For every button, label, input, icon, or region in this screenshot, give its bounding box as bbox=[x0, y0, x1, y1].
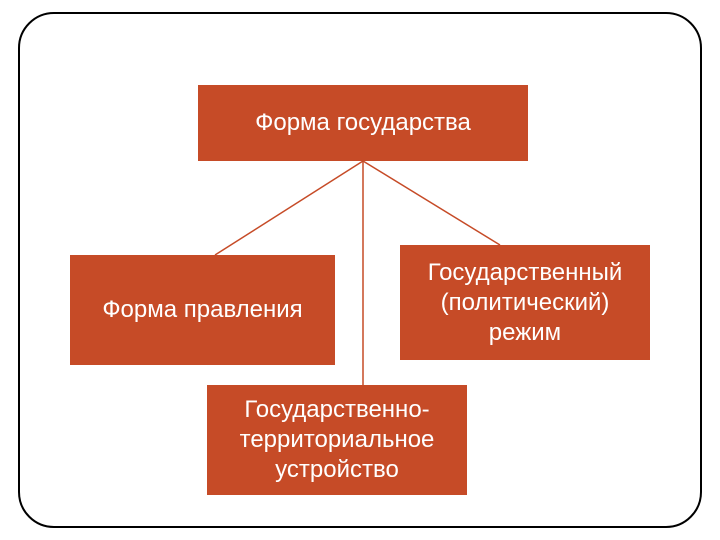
node-root: Форма государства bbox=[198, 85, 528, 161]
node-right-label: Государственный (политический) режим bbox=[410, 258, 640, 348]
node-bottom-label: Государственно-территориальное устройств… bbox=[217, 395, 457, 485]
node-right: Государственный (политический) режим bbox=[400, 245, 650, 360]
node-left: Форма правления bbox=[70, 255, 335, 365]
node-left-label: Форма правления bbox=[102, 295, 302, 325]
node-bottom: Государственно-территориальное устройств… bbox=[207, 385, 467, 495]
node-root-label: Форма государства bbox=[255, 108, 471, 138]
